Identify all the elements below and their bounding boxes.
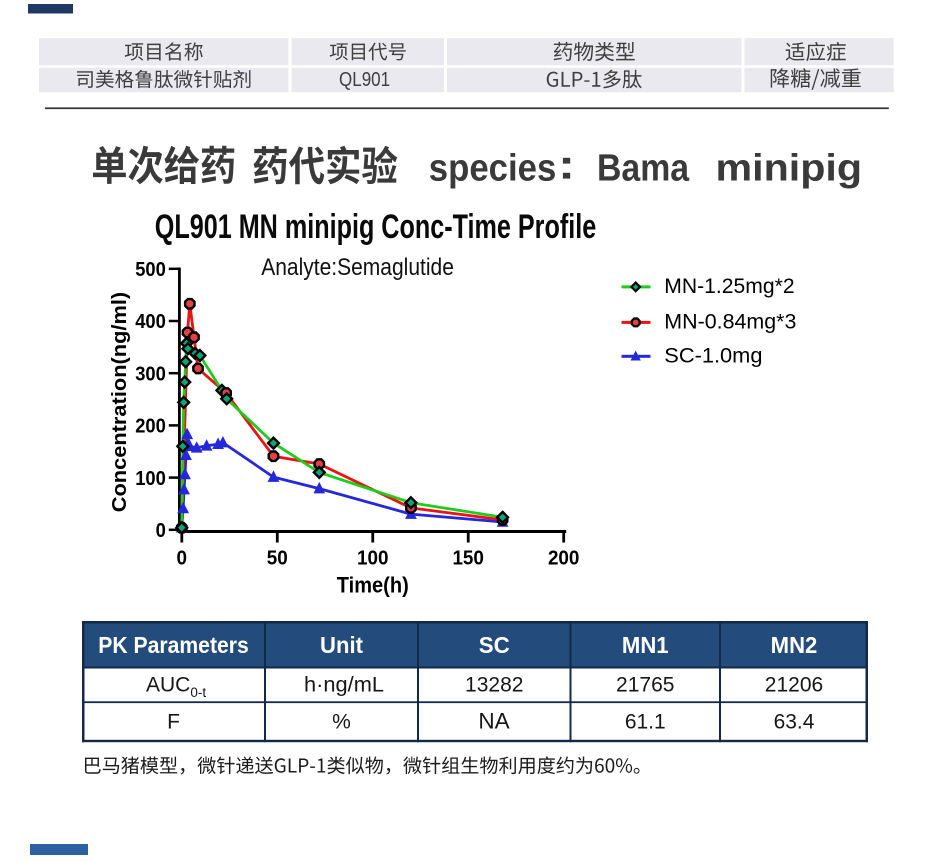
svg-text:400: 400: [135, 311, 166, 333]
svg-text:Bama: Bama: [597, 148, 690, 190]
svg-text:21765: 21765: [616, 674, 674, 697]
svg-text:MN2: MN2: [771, 632, 818, 658]
svg-text:200: 200: [548, 548, 580, 570]
svg-text:minipig: minipig: [716, 148, 863, 190]
svg-text:species: species: [429, 148, 557, 190]
svg-text:F: F: [167, 711, 180, 734]
svg-text:21206: 21206: [765, 674, 823, 697]
svg-text:SC: SC: [479, 632, 510, 658]
svg-text:AUC0-t: AUC0-t: [146, 674, 206, 701]
svg-text:QL901: QL901: [339, 69, 390, 91]
svg-text:500: 500: [135, 259, 166, 281]
svg-text:MN-0.84mg*3: MN-0.84mg*3: [664, 309, 796, 333]
svg-text:MN1: MN1: [622, 632, 669, 658]
svg-text:13282: 13282: [465, 674, 523, 697]
svg-text:100: 100: [357, 548, 389, 570]
svg-text:MN-1.25mg*2: MN-1.25mg*2: [664, 274, 794, 298]
svg-text:h·ng/mL: h·ng/mL: [304, 674, 384, 697]
svg-text:100: 100: [135, 468, 166, 490]
svg-text:200: 200: [135, 416, 166, 438]
svg-text:150: 150: [452, 548, 484, 570]
svg-text:Analyte:Semaglutide: Analyte:Semaglutide: [261, 254, 454, 281]
svg-text:SC-1.0mg: SC-1.0mg: [664, 343, 762, 367]
svg-text:0: 0: [177, 548, 188, 570]
svg-text:Time(h): Time(h): [337, 573, 409, 598]
svg-text:300: 300: [135, 363, 166, 385]
svg-text:61.1: 61.1: [625, 711, 666, 734]
svg-text:NA: NA: [478, 709, 509, 734]
svg-text:QL901 MN minipig Conc-Time Pro: QL901 MN minipig Conc-Time Profile: [155, 208, 596, 246]
svg-text:Concentration(ng/ml): Concentration(ng/ml): [108, 292, 131, 512]
svg-text:PK Parameters: PK Parameters: [98, 632, 249, 658]
svg-text:63.4: 63.4: [774, 711, 815, 734]
svg-text:0: 0: [156, 520, 166, 542]
svg-text:%: %: [332, 711, 351, 734]
svg-text:Unit: Unit: [320, 632, 363, 658]
svg-text:50: 50: [267, 548, 288, 570]
